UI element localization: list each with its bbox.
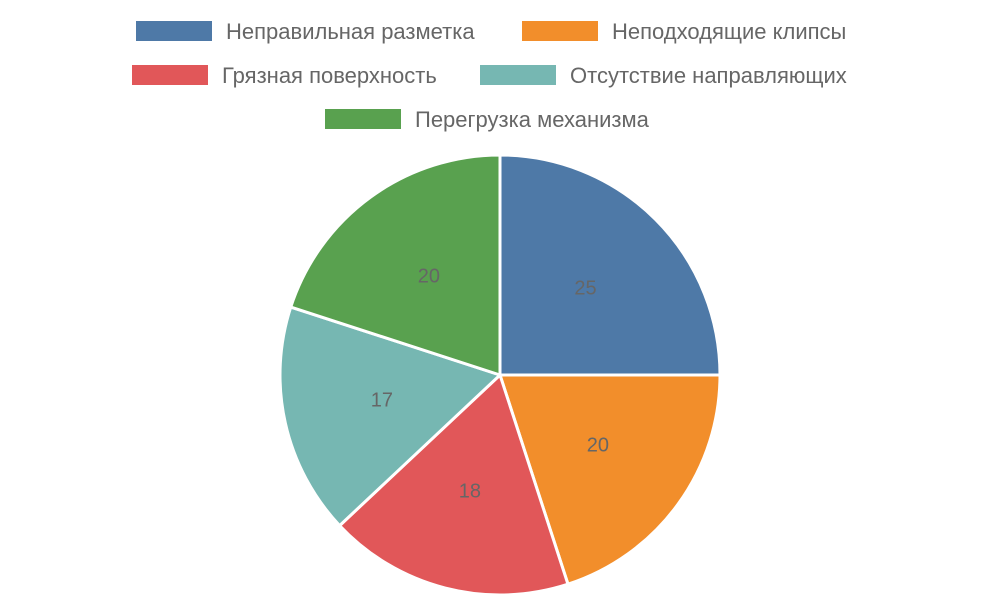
- legend-label: Неправильная разметка: [226, 19, 475, 44]
- pie-slice-label: 20: [587, 434, 609, 456]
- legend-item: Неподходящие клипсы: [522, 19, 846, 44]
- legend-label: Отсутствие направляющих: [570, 63, 847, 88]
- pie-slice: [278, 305, 502, 528]
- legend-swatch: [136, 21, 212, 41]
- legend-item: Отсутствие направляющих: [480, 63, 847, 88]
- legend-swatch: [132, 65, 208, 85]
- pie-slice: [289, 153, 502, 377]
- pie-slice-label: 25: [574, 278, 596, 300]
- legend-item: Неправильная разметка: [136, 19, 475, 44]
- pie-slices: [278, 153, 722, 597]
- pie-slice: [338, 373, 570, 597]
- legend-item: Грязная поверхность: [132, 63, 437, 88]
- legend-label: Перегрузка механизма: [415, 107, 650, 132]
- pie-slice-label: 17: [371, 390, 393, 412]
- pie-slice-labels: 25 20 18 17 20: [371, 265, 609, 502]
- legend-label: Неподходящие клипсы: [612, 19, 846, 44]
- pie-slice: [498, 153, 722, 377]
- legend-item: Перегрузка механизма: [325, 107, 650, 132]
- legend: Неправильная разметка Неподходящие клипс…: [132, 19, 847, 132]
- legend-label: Грязная поверхность: [222, 63, 437, 88]
- pie-slice: [498, 373, 722, 586]
- pie-slice-label: 20: [418, 265, 440, 287]
- legend-swatch: [325, 109, 401, 129]
- pie-slice-label: 18: [459, 480, 481, 502]
- legend-swatch: [522, 21, 598, 41]
- legend-swatch: [480, 65, 556, 85]
